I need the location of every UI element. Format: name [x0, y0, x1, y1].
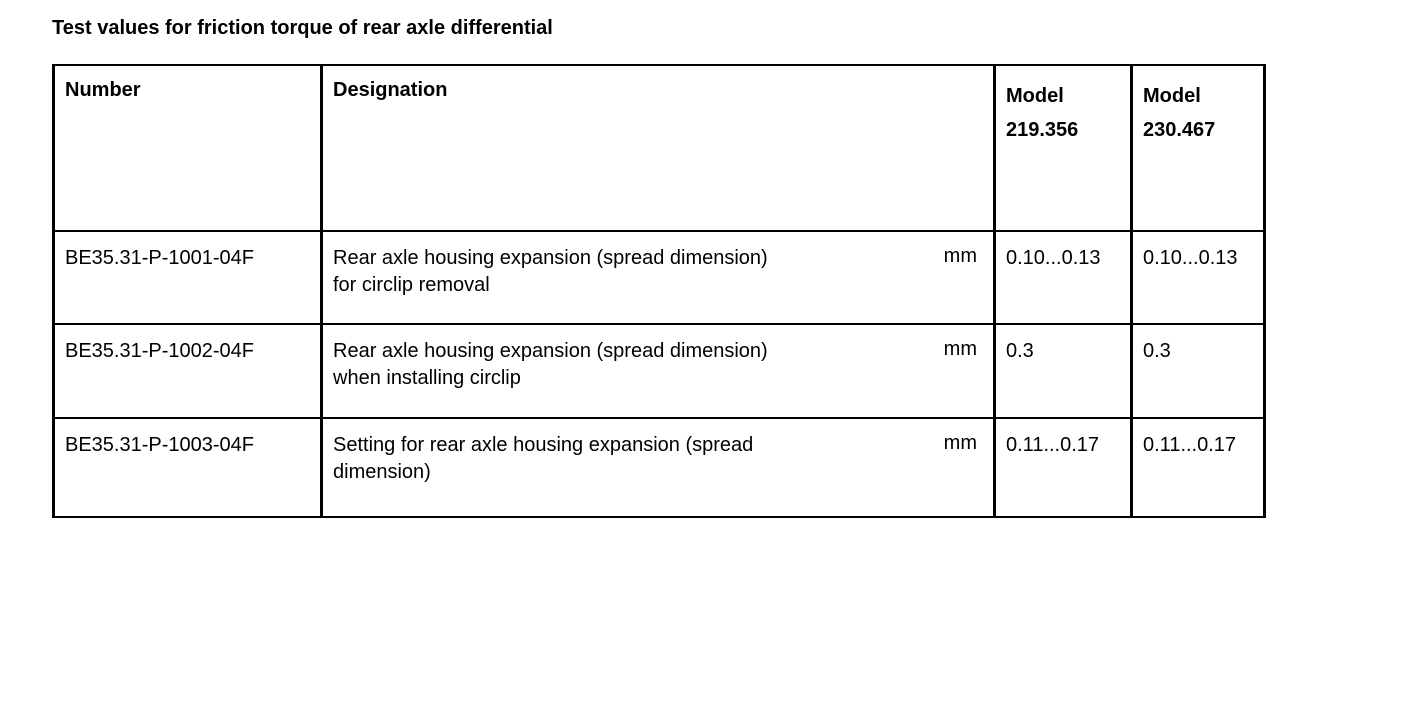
- model-219-value: 0.3: [1006, 340, 1034, 362]
- model-230-value: 0.11...0.17: [1143, 434, 1237, 456]
- cell-designation: Setting for rear axle housing expansion …: [320, 417, 996, 518]
- test-number: BE35.31-P-1003-04F: [65, 434, 255, 456]
- cell-model-219-value: 0.10...0.13: [993, 230, 1133, 325]
- column-header-model-230-467: Model 230.467: [1130, 64, 1266, 232]
- unit-label: mm: [943, 338, 977, 360]
- page-title: Test values for friction torque of rear …: [52, 17, 553, 39]
- test-number: BE35.31-P-1002-04F: [65, 340, 255, 362]
- column-header-model-219-356: Model 219.356: [993, 64, 1133, 232]
- cell-number: BE35.31-P-1002-04F: [52, 323, 323, 419]
- designation-text: Rear axle housing expansion (spread dime…: [333, 247, 768, 296]
- cell-designation: Rear axle housing expansion (spread dime…: [320, 230, 996, 325]
- table-header-row: Number Designation Model 219.356 Model 2…: [52, 64, 1266, 232]
- table-row: BE35.31-P-1003-04F Setting for rear axle…: [52, 417, 1266, 518]
- column-header-number: Number: [52, 64, 323, 232]
- cell-model-230-value: 0.11...0.17: [1130, 417, 1266, 518]
- unit-label: mm: [943, 432, 977, 454]
- cell-number: BE35.31-P-1003-04F: [52, 417, 323, 518]
- model-230-value: 0.3: [1143, 340, 1171, 362]
- designation-text: Rear axle housing expansion (spread dime…: [333, 340, 768, 389]
- model-230-value: 0.10...0.13: [1143, 247, 1238, 269]
- column-header-designation: Designation: [320, 64, 996, 232]
- table-row: BE35.31-P-1001-04F Rear axle housing exp…: [52, 230, 1266, 325]
- cell-model-230-value: 0.10...0.13: [1130, 230, 1266, 325]
- model-219-value: 0.11...0.17: [1006, 434, 1100, 456]
- cell-number: BE35.31-P-1001-04F: [52, 230, 323, 325]
- cell-designation: Rear axle housing expansion (spread dime…: [320, 323, 996, 419]
- cell-model-219-value: 0.3: [993, 323, 1133, 419]
- model-219-value: 0.10...0.13: [1006, 247, 1101, 269]
- designation-text: Setting for rear axle housing expansion …: [333, 434, 754, 483]
- test-number: BE35.31-P-1001-04F: [65, 247, 255, 269]
- table-row: BE35.31-P-1002-04F Rear axle housing exp…: [52, 323, 1266, 419]
- test-values-table: Number Designation Model 219.356 Model 2…: [52, 64, 1266, 518]
- cell-model-230-value: 0.3: [1130, 323, 1266, 419]
- unit-label: mm: [943, 245, 977, 267]
- cell-model-219-value: 0.11...0.17: [993, 417, 1133, 518]
